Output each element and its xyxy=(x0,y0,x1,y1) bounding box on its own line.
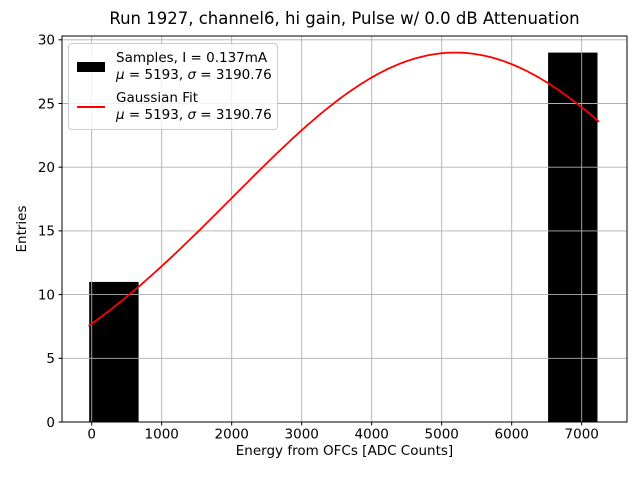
svg-text:10: 10 xyxy=(38,287,55,303)
gaussian-fit-line xyxy=(88,51,600,327)
svg-text:5: 5 xyxy=(46,351,55,367)
svg-text:0: 0 xyxy=(87,427,96,443)
legend-label-line: μ = 5193, σ = 3190.76 xyxy=(116,66,272,83)
svg-text:15: 15 xyxy=(38,224,55,240)
swatch-line xyxy=(77,105,105,108)
svg-text:2000: 2000 xyxy=(215,427,249,443)
y-tick-labels: 0 5 10 15 20 25 30 xyxy=(38,33,55,431)
legend-label-line: Samples, I = 0.137mA xyxy=(116,50,268,66)
axes-spines xyxy=(61,35,628,423)
svg-text:5000: 5000 xyxy=(425,427,459,443)
legend-label: Samples, I = 0.137mA μ = 5193, σ = 3190.7… xyxy=(116,50,272,83)
svg-text:7000: 7000 xyxy=(565,427,599,443)
svg-text:30: 30 xyxy=(38,33,55,49)
svg-text:6000: 6000 xyxy=(495,427,529,443)
swatch-rect xyxy=(77,61,105,72)
svg-text:20: 20 xyxy=(38,160,55,176)
legend: Samples, I = 0.137mA μ = 5193, σ = 3190.7… xyxy=(68,43,278,130)
legend-label-line: μ = 5193, σ = 3190.76 xyxy=(116,106,272,123)
legend-patch-swatch xyxy=(77,61,105,72)
y-axis-label: Entries xyxy=(14,205,30,253)
svg-text:4000: 4000 xyxy=(355,427,389,443)
legend-entry: Gaussian Fit μ = 5193, σ = 3190.76 xyxy=(75,90,272,123)
grid-lines xyxy=(62,36,627,423)
legend-line-swatch xyxy=(77,105,105,108)
svg-text:25: 25 xyxy=(38,96,55,112)
y-ticks xyxy=(58,39,62,423)
x-ticks xyxy=(91,422,583,426)
legend-label-line: Gaussian Fit xyxy=(116,90,199,106)
legend-label: Gaussian Fit μ = 5193, σ = 3190.76 xyxy=(116,90,272,123)
svg-text:3000: 3000 xyxy=(285,427,319,443)
x-axis-label: Energy from OFCs [ADC Counts] xyxy=(235,443,454,459)
chart-title: Run 1927, channel6, hi gain, Pulse w/ 0.… xyxy=(109,9,580,28)
svg-text:1000: 1000 xyxy=(145,427,179,443)
x-tick-labels: 0 1000 2000 3000 4000 5000 6000 7000 xyxy=(87,427,598,443)
svg-text:0: 0 xyxy=(46,415,55,431)
legend-entry: Samples, I = 0.137mA μ = 5193, σ = 3190.7… xyxy=(75,50,272,83)
